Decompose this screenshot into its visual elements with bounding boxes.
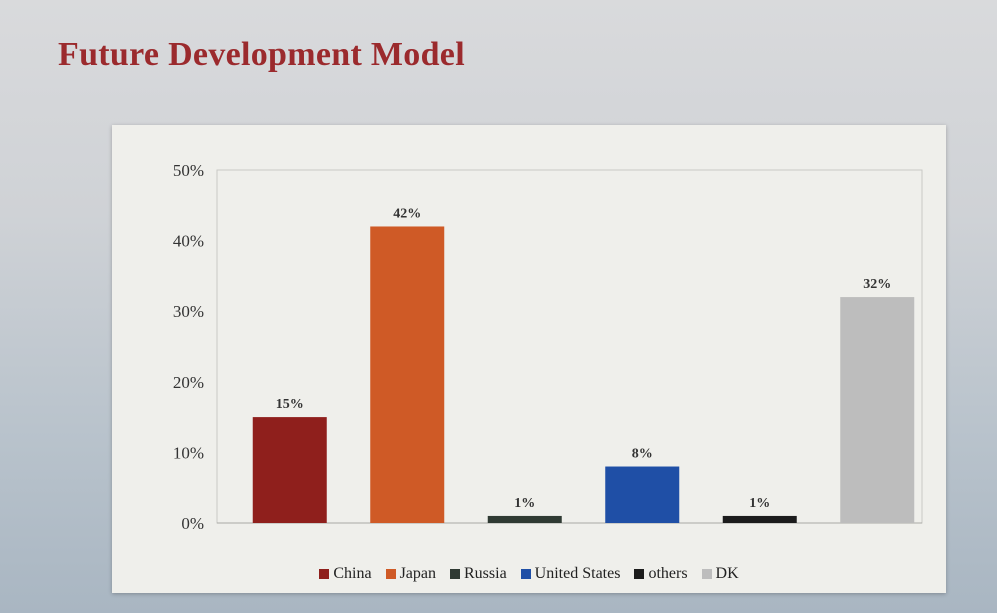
y-tick-label: 10% [173,443,204,462]
bar-russia [487,515,562,523]
data-label: 1% [749,496,770,511]
chart-legend: China Japan Russia United States others DK [112,565,946,583]
legend-item: others [634,565,688,583]
legend-item: Russia [450,565,507,583]
data-label: 15% [276,397,304,412]
bar-dk [840,297,915,523]
bar-japan [370,226,445,523]
legend-swatch [385,569,396,579]
legend-swatch [450,569,460,579]
legend-label: Japan [399,565,436,582]
bar-united-states [605,466,680,523]
legend-label: DK [715,565,739,582]
legend-item: China [319,565,372,583]
legend-label: China [333,565,372,582]
y-tick-label: 0% [181,514,204,533]
y-tick-label: 50% [173,161,204,180]
y-tick-label: 20% [173,373,204,392]
legend-item: DK [701,565,739,583]
data-label: 32% [863,277,891,292]
data-label: 1% [514,496,535,511]
legend-swatch [701,569,712,579]
data-label: 42% [393,206,421,221]
page-title: Future Development Model [58,36,465,73]
chart-card: 0% 10% 20% 30% 40% 50% 15% 42% 1% 8% 1% 32% China Ja… [112,125,946,593]
bar-chart: 0% 10% 20% 30% 40% 50% 15% 42% 1% 8% 1% 32% [173,161,923,533]
legend-swatch [319,569,330,579]
y-tick-label: 30% [173,302,204,321]
y-tick-label: 40% [173,232,204,251]
bar-others [722,515,797,523]
legend-swatch [634,569,645,579]
legend-item: Japan [385,565,436,583]
data-label: 8% [632,447,653,462]
legend-swatch [520,569,531,579]
bar-china [252,417,327,523]
legend-label: United States [534,565,621,582]
legend-label: Russia [464,565,507,582]
legend-label: others [648,565,688,582]
legend-item: United States [520,565,621,583]
